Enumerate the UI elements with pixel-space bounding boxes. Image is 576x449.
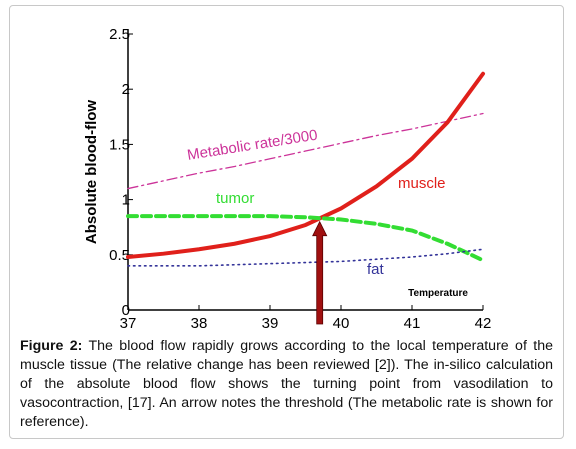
caption-text: The blood flow rapidly grows according t…: [20, 338, 553, 430]
x-tick-label: 42: [475, 315, 492, 332]
series-label: tumor: [216, 190, 254, 207]
series-label: fat: [367, 261, 385, 278]
y-tick-label: 1.5: [109, 136, 130, 153]
y-tick-label: 2.5: [109, 26, 130, 43]
x-tick-label: 39: [262, 315, 279, 332]
threshold-arrow: [312, 220, 328, 325]
x-tick-label: 40: [333, 315, 350, 332]
series-line: [126, 214, 485, 263]
chart: Absolute blood-flow Temperature 0 0.5 1 1.5…: [83, 26, 492, 332]
x-tick-label: 37: [120, 315, 137, 332]
x-axis-label: Temperature: [408, 288, 468, 299]
series-line: [126, 71, 485, 260]
series-label: muscle: [398, 175, 446, 192]
x-tick-label: 41: [404, 315, 421, 332]
series-line: [127, 248, 484, 267]
y-tick-label: 1: [122, 192, 130, 209]
x-tick-label: 38: [191, 315, 208, 332]
figure-frame: [9, 5, 564, 439]
y-tick-label: 0.5: [109, 247, 130, 264]
y-axis-label: Absolute blood-flow: [83, 100, 100, 244]
y-tick-label: 2: [122, 81, 130, 98]
series-line: [127, 112, 484, 190]
series-label: Metabolic rate/3000: [186, 127, 319, 164]
y-tick-label: 0: [122, 302, 130, 319]
caption-label: Figure 2:: [20, 338, 83, 354]
caption: Figure 2: The blood flow rapidly grows a…: [20, 337, 553, 432]
